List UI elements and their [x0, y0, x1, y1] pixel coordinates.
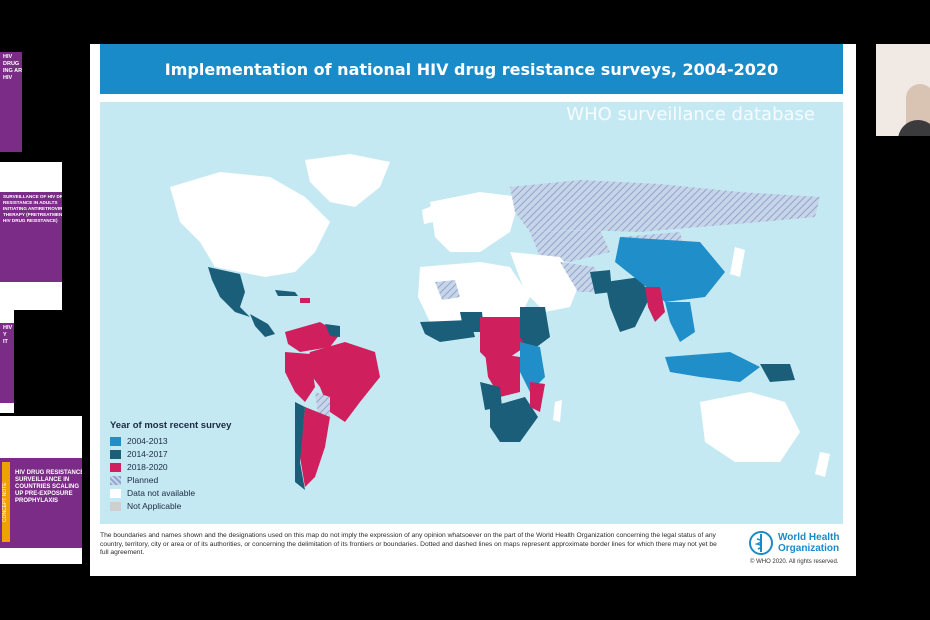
legend-item: Data not available [110, 487, 260, 500]
europe [430, 192, 520, 252]
document-thumbnail-4[interactable]: CONCEPT NOTE HIV DRUG RESISTANCE SURVEIL… [0, 416, 82, 564]
middle-east [510, 252, 580, 312]
legend-item: 2018-2020 [110, 461, 260, 474]
hispaniola [300, 298, 310, 303]
nigeria [460, 312, 484, 332]
legend-label: 2014-2017 [127, 449, 168, 460]
who-name-line1: World Health [778, 532, 840, 543]
who-emblem-icon [749, 531, 773, 555]
presentation-slide: Implementation of national HIV drug resi… [90, 44, 856, 576]
kenya-tanzania [520, 342, 545, 392]
china [615, 237, 725, 302]
guyana [325, 324, 340, 337]
legend-item: 2014-2017 [110, 448, 260, 461]
india [605, 277, 650, 332]
north-america [170, 172, 330, 277]
map-legend: Year of most recent survey 2004-2013 201… [110, 420, 260, 513]
thumbnail-text: HIV DRUG ING ART HIV [3, 54, 22, 81]
world-map-svg [170, 154, 830, 490]
central-america [250, 314, 275, 337]
world-map: WHO surveillance database Year of most r… [100, 102, 843, 524]
iran [560, 262, 600, 292]
legend-swatch-not-applicable [110, 501, 121, 511]
legend-swatch-no-data [110, 488, 121, 498]
person-shoulder [898, 120, 930, 136]
new-zealand [815, 452, 830, 477]
kazakhstan [530, 230, 610, 262]
chile [295, 402, 305, 490]
document-thumbnail-3[interactable]: HIV Y IT [0, 283, 14, 413]
legend-label: Data not available [127, 488, 196, 499]
concept-note-badge: CONCEPT NOTE [2, 462, 10, 542]
watermark: WHO surveillance database [566, 104, 815, 125]
legend-label: 2004-2013 [127, 436, 168, 447]
who-name: World Health Organization [778, 532, 839, 554]
legend-item: Not Applicable [110, 500, 260, 513]
brazil [305, 342, 380, 422]
thumbnail-text: HIV Y IT [3, 325, 13, 345]
webcam-feed [876, 44, 930, 136]
russia [510, 180, 820, 232]
legend-swatch-2018-2020 [110, 462, 121, 472]
southern-africa [490, 397, 538, 442]
angola [480, 382, 502, 410]
copyright: © WHO 2020. All rights reserved. [750, 559, 839, 565]
indonesia [665, 352, 760, 382]
peru-bolivia [285, 352, 315, 402]
slide-title: Implementation of national HIV drug resi… [100, 44, 843, 94]
map-disclaimer: The boundaries and names shown and the d… [100, 532, 717, 557]
east-africa [520, 307, 550, 352]
thumbnail-text: HIV DRUG RESISTANCE SURVEILLANCE IN COUN… [15, 470, 82, 504]
legend-swatch-2004-2013 [110, 436, 121, 446]
greenland [305, 154, 390, 207]
mexico [208, 267, 250, 317]
thumbnail-text: SURVEILLANCE OF HIV DRUG RESISTANCE IN A… [3, 194, 62, 223]
southeast-asia [665, 302, 695, 342]
cuba [275, 290, 298, 296]
papua-new-guinea [760, 364, 795, 382]
argentina [300, 407, 330, 487]
legend-swatch-planned [110, 475, 121, 485]
myanmar [645, 287, 665, 322]
uk [422, 206, 433, 224]
madagascar [553, 400, 562, 422]
legend-item: Planned [110, 474, 260, 487]
legend-label: 2018-2020 [127, 462, 168, 473]
legend-label: Not Applicable [127, 501, 182, 512]
west-africa-planned [435, 280, 460, 300]
legend-label: Planned [127, 475, 159, 486]
legend-item: 2004-2013 [110, 435, 260, 448]
north-africa [418, 262, 530, 322]
mozambique [530, 382, 545, 412]
legend-swatch-2014-2017 [110, 449, 121, 459]
west-africa [420, 320, 475, 342]
australia [700, 392, 800, 462]
venezuela-colombia [285, 322, 340, 352]
legend-title: Year of most recent survey [110, 420, 232, 431]
document-thumbnail-1[interactable]: HIV DRUG ING ART HIV [0, 52, 22, 152]
who-name-line2: Organization [778, 543, 840, 554]
who-logo: World Health Organization [748, 530, 839, 556]
paraguay [315, 392, 330, 417]
japan [730, 247, 745, 277]
